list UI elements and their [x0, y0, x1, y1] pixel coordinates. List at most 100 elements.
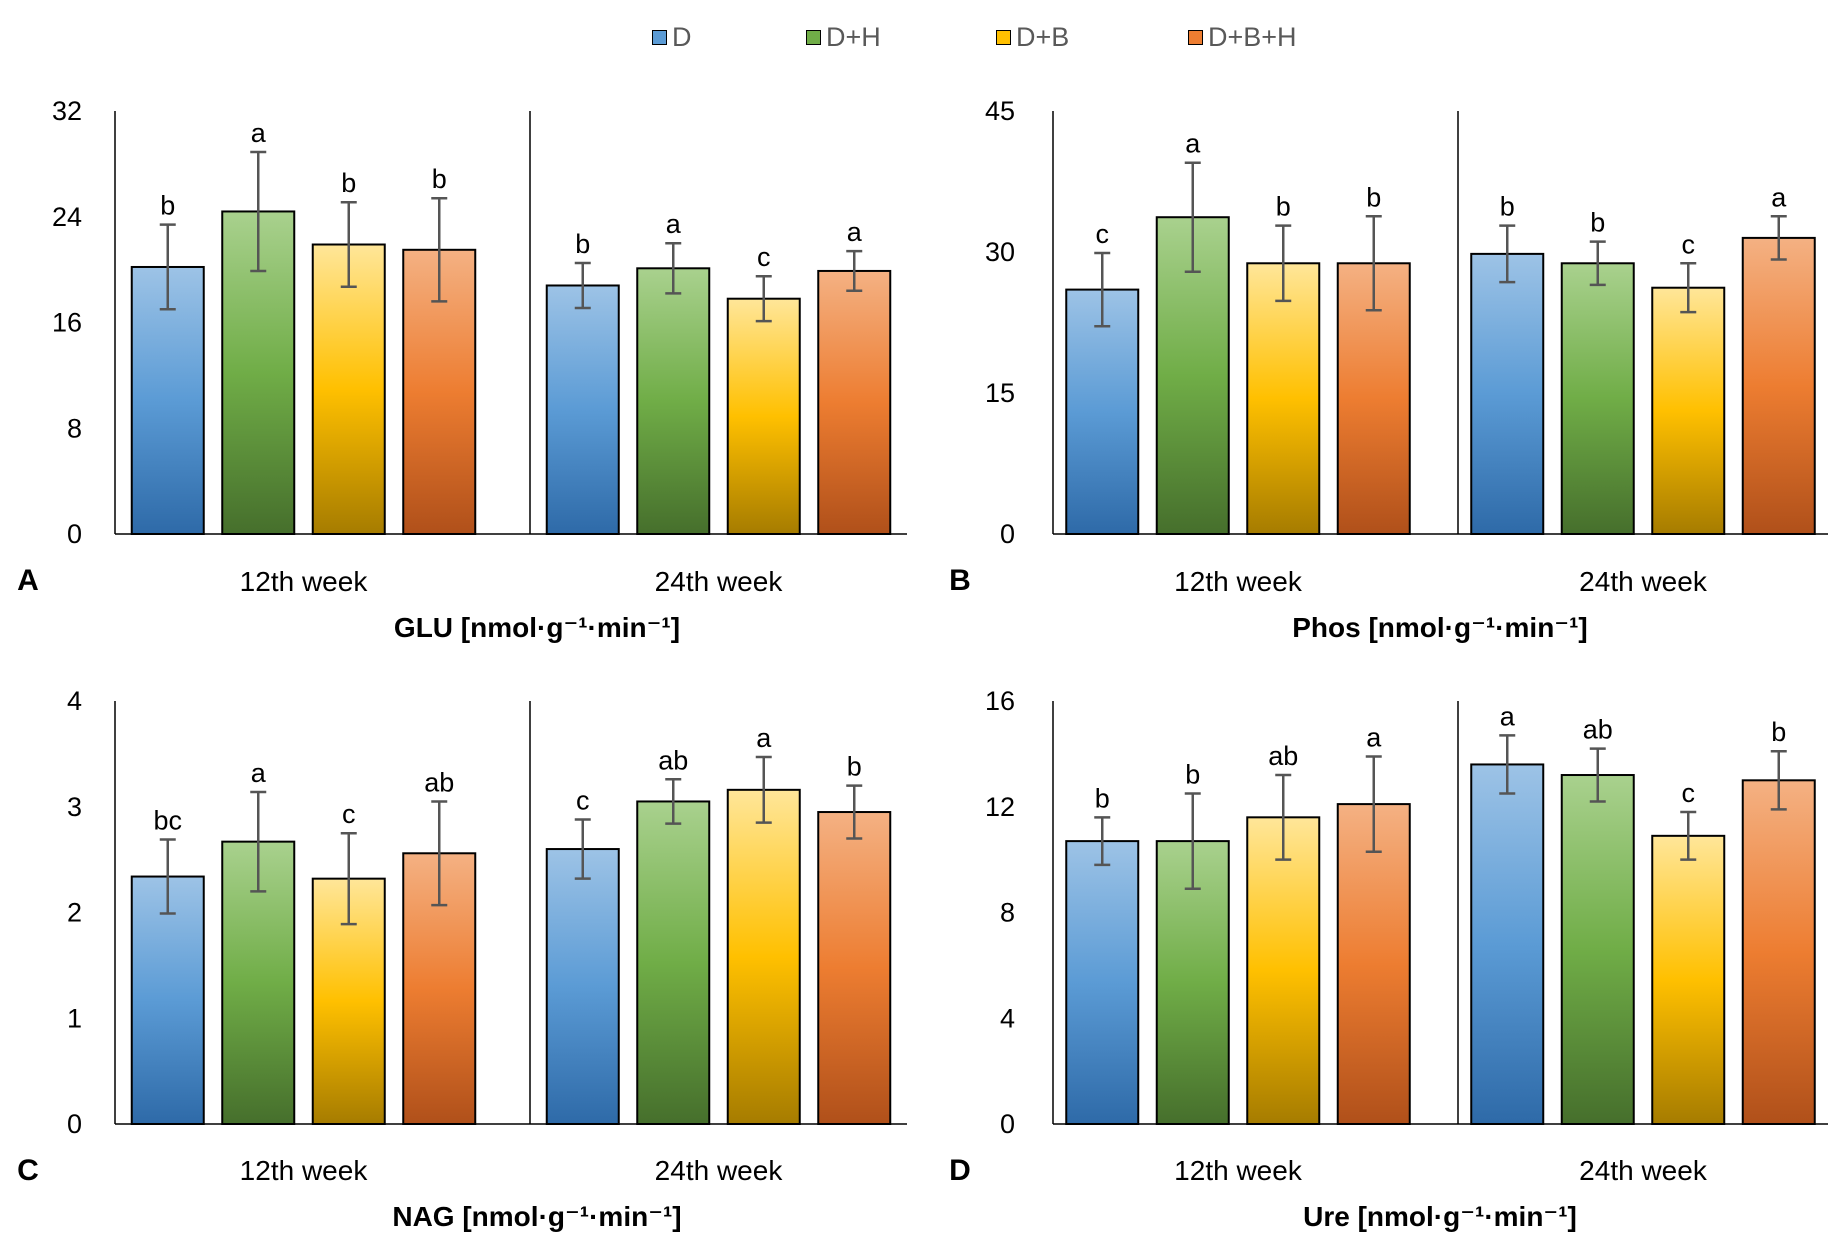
panel-b: 0 15 30 45 c a b b 12th week b b c a 24th week Phos [n… — [949, 96, 1828, 643]
panel-letter: B — [949, 564, 971, 597]
bar-d — [1470, 252, 1545, 535]
significance-letter: a — [756, 723, 772, 753]
group-label: 12th week — [240, 1155, 369, 1186]
y-tick-label: 0 — [67, 1109, 82, 1139]
significance-letter: b — [1771, 717, 1786, 747]
bar-d-b-h — [1741, 779, 1816, 1125]
bar-d-b-h — [817, 811, 892, 1125]
significance-letter: ab — [658, 745, 688, 775]
significance-letter: b — [575, 229, 590, 259]
group-label: 24th week — [655, 566, 784, 597]
bar-d — [130, 265, 205, 535]
panel-letter: A — [17, 564, 39, 597]
bar-d — [130, 875, 205, 1125]
bar-d-h — [1560, 774, 1635, 1126]
legend-label: D+B — [1016, 22, 1070, 52]
legend-item-d-h: D+H — [806, 22, 881, 53]
y-tick-label: 8 — [67, 413, 82, 443]
significance-letter: b — [1095, 783, 1110, 813]
significance-letter: b — [341, 168, 356, 198]
significance-letter: a — [1366, 723, 1382, 753]
bar-d-h — [636, 800, 711, 1126]
significance-letter: a — [847, 217, 863, 247]
legend-swatch-d — [652, 30, 667, 45]
significance-letter: ab — [1268, 741, 1298, 771]
group-label: 24th week — [1579, 1155, 1708, 1186]
significance-letter: a — [666, 209, 682, 239]
bar-d-b-h — [1336, 803, 1411, 1125]
bar-d — [1470, 763, 1545, 1125]
significance-letter: b — [847, 752, 862, 782]
significance-letter: ab — [424, 767, 454, 797]
legend-swatch-d-b — [996, 30, 1011, 45]
significance-letter: b — [432, 164, 447, 194]
legend: D D+H D+B D+B+H — [0, 22, 1846, 62]
y-tick-label: 30 — [985, 237, 1015, 267]
significance-letter: b — [1366, 182, 1381, 212]
panel-title: Ure [nmol·g⁻¹·min⁻¹] — [1303, 1201, 1577, 1232]
bar-d-h — [1560, 262, 1635, 535]
bar-d-b — [726, 788, 801, 1126]
bar-d — [1065, 288, 1140, 535]
y-tick-label: 12 — [985, 792, 1015, 822]
significance-letter: c — [1682, 778, 1696, 808]
bar-d — [545, 284, 620, 535]
y-tick-label: 1 — [67, 1003, 82, 1033]
bar-d-b — [1246, 816, 1321, 1125]
significance-letter: b — [1276, 192, 1291, 222]
bar-d — [545, 848, 620, 1125]
bar-d — [1065, 840, 1140, 1126]
legend-swatch-d-b-h — [1188, 30, 1203, 45]
y-tick-label: 24 — [52, 202, 82, 232]
y-tick-label: 0 — [67, 519, 82, 549]
y-tick-label: 16 — [52, 308, 82, 338]
significance-letter: c — [1096, 219, 1110, 249]
legend-swatch-d-h — [806, 30, 821, 45]
significance-letter: b — [1590, 208, 1605, 238]
significance-letter: b — [160, 191, 175, 221]
group-label: 12th week — [1174, 1155, 1303, 1186]
significance-letter: a — [1500, 701, 1516, 731]
legend-label: D+H — [826, 22, 881, 52]
bar-d-b — [726, 297, 801, 535]
significance-letter: bc — [153, 806, 182, 836]
panel-title: Phos [nmol·g⁻¹·min⁻¹] — [1292, 612, 1588, 643]
y-tick-label: 3 — [67, 792, 82, 822]
significance-letter: ab — [1583, 715, 1613, 745]
y-tick-label: 0 — [1000, 519, 1015, 549]
y-tick-label: 8 — [1000, 898, 1015, 928]
group-label: 12th week — [1174, 566, 1303, 597]
y-tick-label: 4 — [1000, 1003, 1015, 1033]
bar-d-b-h — [817, 269, 892, 535]
significance-letter: a — [251, 758, 267, 788]
panel-letter: D — [949, 1154, 971, 1187]
panel-a: 0 8 16 24 32 b a b b 12th week b a c a 24th week GLU [n… — [17, 96, 907, 643]
significance-letter: a — [1185, 129, 1201, 159]
significance-letter: c — [576, 785, 590, 815]
y-tick-label: 2 — [67, 898, 82, 928]
panel-title: GLU [nmol·g⁻¹·min⁻¹] — [394, 612, 680, 643]
panel-letter: C — [17, 1154, 39, 1187]
group-label: 24th week — [1579, 566, 1708, 597]
group-label: 24th week — [655, 1155, 784, 1186]
y-tick-label: 15 — [985, 378, 1015, 408]
legend-label: D — [672, 22, 692, 52]
bar-d-h — [221, 210, 296, 535]
y-tick-label: 0 — [1000, 1109, 1015, 1139]
group-label: 12th week — [240, 566, 369, 597]
legend-item-d-b-h: D+B+H — [1188, 22, 1297, 53]
significance-letter: c — [1682, 229, 1696, 259]
legend-item-d: D — [652, 22, 692, 53]
bar-d-b — [1246, 262, 1321, 535]
y-tick-label: 45 — [985, 96, 1015, 126]
y-tick-label: 16 — [985, 686, 1015, 716]
significance-letter: b — [1500, 192, 1515, 222]
bar-d-b — [311, 243, 386, 535]
panel-title: NAG [nmol·g⁻¹·min⁻¹] — [392, 1201, 681, 1232]
significance-letter: b — [1185, 760, 1200, 790]
bar-d-b-h — [1741, 236, 1816, 535]
y-tick-label: 32 — [52, 96, 82, 126]
